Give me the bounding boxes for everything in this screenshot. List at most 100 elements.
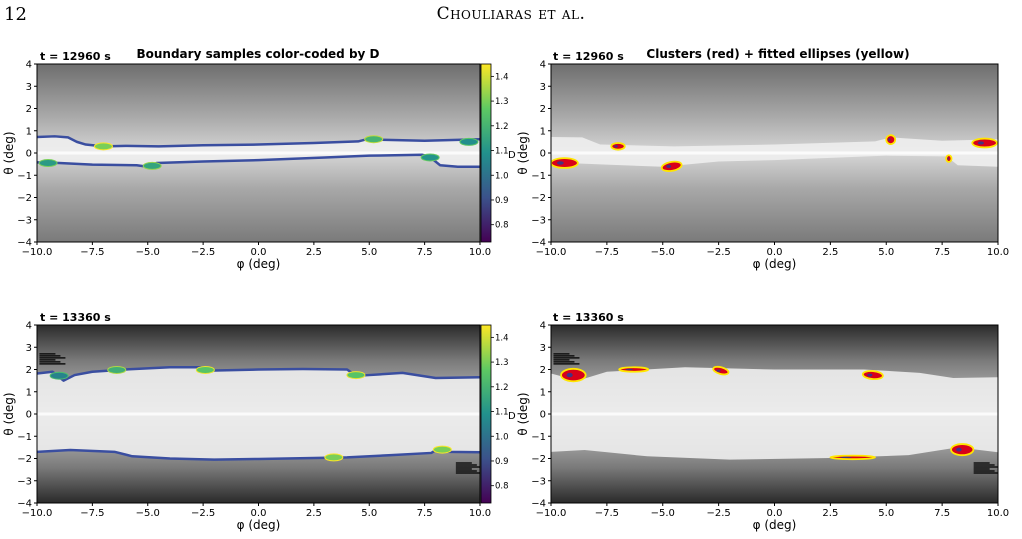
fitted-ellipse xyxy=(551,157,579,169)
top-left-y-axis-label: θ (deg) xyxy=(2,131,16,174)
cluster-core xyxy=(956,447,962,452)
y-tick-label: 4 xyxy=(26,60,32,71)
x-tick-label: −5.0 xyxy=(136,247,160,258)
x-tick-label: 10.0 xyxy=(469,247,491,258)
y-tick-label: 1 xyxy=(540,126,546,137)
bottom-left-colorbar xyxy=(480,324,492,504)
x-tick-label: −2.5 xyxy=(706,508,730,519)
boundary-sample-point xyxy=(346,371,366,380)
y-tick-label: −2 xyxy=(531,454,546,465)
top-right-x-axis-label: φ (deg) xyxy=(753,257,797,271)
top-right-panel: −10.0 −7.5 −5.0 −2.5 0.0 2.5 5.0 7.5 10.0 −4 −3 −2 −… xyxy=(516,47,1009,271)
colorbar-tick-label: 1.0 xyxy=(495,171,509,181)
y-tick-label: −2 xyxy=(17,193,32,204)
y-tick-label: −3 xyxy=(531,215,546,226)
fitted-ellipse xyxy=(618,366,650,373)
bottom-left-timestamp: t = 13360 s xyxy=(40,311,111,324)
y-tick-label: −1 xyxy=(531,432,546,443)
y-tick-label: −4 xyxy=(531,238,546,249)
fitted-ellipse xyxy=(950,443,975,457)
boundary-sample-point xyxy=(142,161,162,170)
colorbar-tick-label: 0.9 xyxy=(495,457,509,467)
y-tick-label: −1 xyxy=(531,171,546,182)
colorbar-tick-label: 1.1 xyxy=(495,147,509,157)
x-tick-label: −5.0 xyxy=(651,508,675,519)
colorbar-tick-label: 1.2 xyxy=(495,383,509,393)
bottom-left-panel: −10.0 −7.5 −5.0 −2.5 0.0 2.5 5.0 7.5 10.0 −4 −3 −2 −… xyxy=(2,311,516,532)
fitted-ellipse xyxy=(971,137,998,149)
x-tick-label: −7.5 xyxy=(80,247,104,258)
y-tick-label: 4 xyxy=(540,60,546,71)
y-tick-label: 2 xyxy=(540,104,546,115)
x-tick-label: 0.0 xyxy=(251,508,267,519)
x-tick-label: 10.0 xyxy=(469,508,491,519)
cluster-core xyxy=(625,368,633,371)
x-tick-label: 5.0 xyxy=(878,508,894,519)
y-tick-label: 3 xyxy=(26,343,32,354)
y-tick-label: −2 xyxy=(531,193,546,204)
colorbar-tick-label: 1.3 xyxy=(495,358,509,368)
y-tick-label: 4 xyxy=(26,321,32,332)
colorbar-tick-label: 1.4 xyxy=(495,72,509,82)
cluster-core xyxy=(614,145,618,148)
cluster-core xyxy=(566,372,573,378)
x-tick-label: −2.5 xyxy=(191,508,215,519)
cluster-core xyxy=(840,456,852,459)
bottom-left-y-axis-label: θ (deg) xyxy=(2,392,16,435)
bottom-right-timestamp: t = 13360 s xyxy=(553,311,624,324)
y-tick-label: −3 xyxy=(17,215,32,226)
y-tick-label: −1 xyxy=(17,171,32,182)
x-tick-label: 0.0 xyxy=(251,247,267,258)
x-tick-label: 0.0 xyxy=(767,508,783,519)
colorbar-tick-label: 1.2 xyxy=(495,122,509,132)
cluster-core xyxy=(888,138,891,142)
page-number: 12 xyxy=(4,4,27,25)
y-tick-label: 0 xyxy=(26,149,32,160)
y-tick-label: 2 xyxy=(26,365,32,376)
x-tick-label: 5.0 xyxy=(361,247,377,258)
x-tick-label: 7.5 xyxy=(417,247,433,258)
x-tick-label: −10.0 xyxy=(22,247,53,258)
cluster-core xyxy=(716,369,721,372)
x-tick-label: −10.0 xyxy=(536,508,567,519)
running-title: Chouliaras et al. xyxy=(436,4,586,24)
cluster-core xyxy=(977,141,984,145)
top-left-colorbar-label: D xyxy=(508,150,516,161)
top-left-panel: −10.0 −7.5 −5.0 −2.5 0.0 2.5 5.0 7.5 10.0 −4 −3 −2 −… xyxy=(2,47,516,271)
cluster-core xyxy=(557,161,564,165)
x-tick-label: 10.0 xyxy=(987,508,1009,519)
boundary-sample-point xyxy=(195,365,215,374)
fitted-ellipse xyxy=(861,370,884,381)
y-tick-label: 0 xyxy=(26,410,32,421)
y-tick-label: −4 xyxy=(17,238,32,249)
y-tick-label: −3 xyxy=(531,476,546,487)
colorbar-tick-label: 0.9 xyxy=(495,196,509,206)
x-tick-label: −10.0 xyxy=(536,247,567,258)
x-tick-label: 7.5 xyxy=(417,508,433,519)
y-tick-label: −1 xyxy=(17,432,32,443)
y-tick-label: 1 xyxy=(26,126,32,137)
bottom-left-colorbar-label: D xyxy=(508,411,516,422)
x-tick-label: 5.0 xyxy=(878,247,894,258)
boundary-sample-point xyxy=(49,371,69,380)
y-tick-label: 3 xyxy=(540,343,546,354)
colorbar-tick-label: 1.3 xyxy=(495,97,509,107)
y-tick-label: 1 xyxy=(26,387,32,398)
x-tick-label: 2.5 xyxy=(822,247,838,258)
x-tick-label: −7.5 xyxy=(80,508,104,519)
boundary-sample-point xyxy=(420,153,440,162)
boundary-sample-point xyxy=(324,453,344,462)
x-tick-label: 7.5 xyxy=(934,508,950,519)
top-right-title: Clusters (red) + fitted ellipses (yellow… xyxy=(646,47,909,61)
y-tick-label: 4 xyxy=(540,321,546,332)
boundary-sample-point xyxy=(107,365,127,374)
y-tick-label: 1 xyxy=(540,387,546,398)
cluster-core xyxy=(867,373,873,377)
boundary-sample-point xyxy=(364,135,384,144)
y-tick-label: −4 xyxy=(531,499,546,510)
boundary-sample-point xyxy=(38,159,58,168)
x-tick-label: 7.5 xyxy=(934,247,950,258)
boundary-sample-point xyxy=(93,142,113,151)
top-right-y-axis-label: θ (deg) xyxy=(516,131,530,174)
